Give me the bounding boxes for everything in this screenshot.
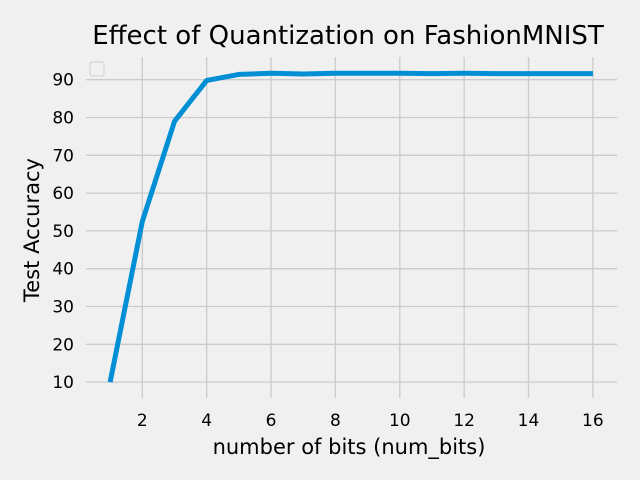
series-group — [107, 70, 593, 383]
y-tick-label: 60 — [52, 184, 74, 204]
y-tick-label: 20 — [52, 335, 74, 355]
legend — [89, 61, 105, 77]
y-tick-label: 80 — [52, 108, 74, 128]
x-tick-label: 8 — [330, 411, 341, 431]
x-tick-labels: 2 4 6 8 10 12 14 16 — [137, 411, 604, 431]
y-axis-label: Test Accuracy — [20, 158, 44, 303]
x-axis-label: number of bits (num_bits) — [213, 435, 486, 460]
x-tick-label: 14 — [518, 411, 540, 431]
y-tick-label: 70 — [52, 146, 74, 166]
x-tick-label: 16 — [582, 411, 604, 431]
y-tick-labels: 10 20 30 40 50 60 70 80 90 — [52, 71, 74, 393]
y-tick-label: 90 — [52, 71, 74, 91]
y-tick-label: 50 — [52, 222, 74, 242]
y-tick-label: 30 — [52, 298, 74, 318]
grid-group — [86, 57, 617, 398]
x-tick-label: 10 — [389, 411, 411, 431]
x-tick-label: 2 — [137, 411, 148, 431]
series-line — [107, 70, 593, 383]
x-tick-label: 12 — [453, 411, 475, 431]
y-tick-label: 10 — [52, 373, 74, 393]
y-tick-label: 40 — [52, 260, 74, 280]
chart-title: Effect of Quantization on FashionMNIST — [92, 21, 604, 51]
legend-box — [89, 61, 105, 77]
x-tick-label: 4 — [201, 411, 212, 431]
x-tick-label: 6 — [266, 411, 277, 431]
